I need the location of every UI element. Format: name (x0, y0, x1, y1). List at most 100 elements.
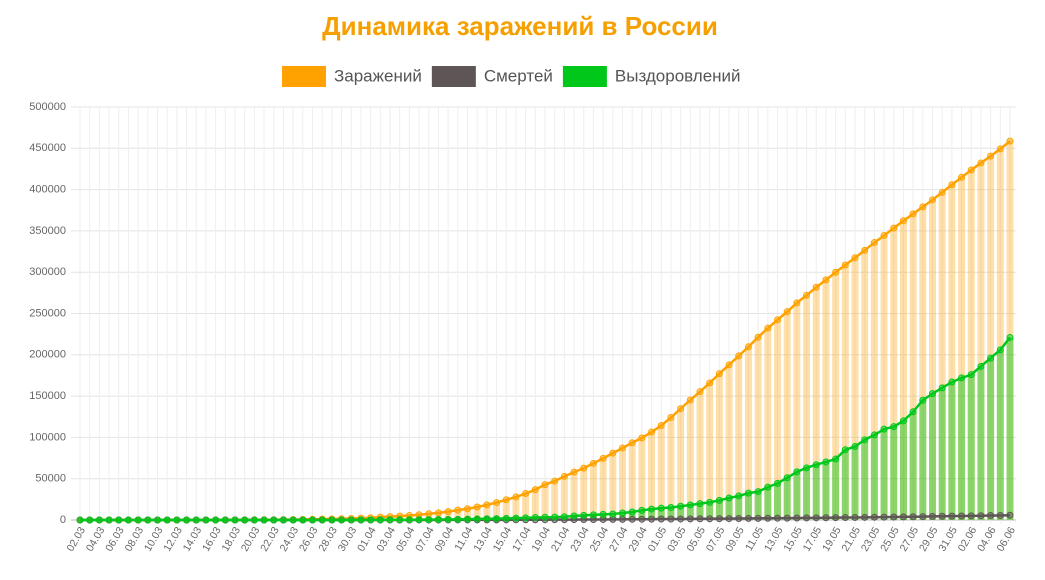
series-point (658, 516, 664, 522)
bar (861, 440, 868, 520)
y-tick-label: 400000 (29, 184, 66, 196)
series-point (116, 517, 122, 523)
series-point (968, 513, 974, 519)
x-tick-label: 30.03 (336, 525, 360, 554)
series-point (794, 300, 800, 306)
series-point (251, 517, 257, 523)
series-point (697, 516, 703, 522)
series-point (339, 517, 345, 523)
series-point (377, 517, 383, 523)
series-point (852, 255, 858, 261)
series-point (900, 514, 906, 520)
bar (609, 453, 616, 520)
series-point (707, 380, 713, 386)
series-point (542, 482, 548, 488)
series-point (164, 517, 170, 523)
x-tick-label: 25.05 (878, 525, 902, 554)
series-point (620, 445, 626, 451)
series-point (959, 375, 965, 381)
series-point (716, 497, 722, 503)
bar (968, 375, 975, 520)
series-point (881, 426, 887, 432)
series-point (649, 506, 655, 512)
x-tick-label: 23.04 (568, 525, 592, 554)
series-point (484, 516, 490, 522)
series-point (125, 517, 131, 523)
series-point (368, 517, 374, 523)
series-point (745, 344, 751, 350)
x-tick-label: 07.04 (413, 525, 437, 554)
x-tick-label: 31.05 (936, 525, 960, 554)
y-tick-label: 0 (60, 514, 66, 526)
series-point (745, 515, 751, 521)
bar (793, 472, 800, 520)
series-point (755, 489, 761, 495)
series-point (174, 517, 180, 523)
x-tick-label: 22.03 (258, 525, 282, 554)
x-tick-label: 15.05 (781, 525, 805, 554)
series-point (552, 514, 558, 520)
series-point (862, 437, 868, 443)
series-point (406, 517, 412, 523)
series-point (755, 515, 761, 521)
series-point (232, 517, 238, 523)
series-point (891, 514, 897, 520)
series-point (455, 516, 461, 522)
series-point (145, 517, 151, 523)
series-point (813, 284, 819, 290)
series-point (900, 418, 906, 424)
series-point (930, 197, 936, 203)
x-tick-label: 01.05 (646, 525, 670, 554)
series-point (581, 465, 587, 471)
series-point (77, 517, 83, 523)
x-tick-label: 17.05 (801, 525, 825, 554)
series-point (716, 516, 722, 522)
series-point (571, 513, 577, 519)
bar (881, 429, 888, 520)
x-tick-label: 06.06 (994, 525, 1018, 554)
series-point (891, 424, 897, 430)
series-point (804, 292, 810, 298)
x-tick-label: 04.06 (975, 525, 999, 554)
series-point (261, 517, 267, 523)
series-point (1007, 138, 1013, 144)
bar (842, 450, 849, 520)
bar (997, 350, 1004, 520)
x-tick-label: 09.05 (723, 525, 747, 554)
series-point (707, 516, 713, 522)
bar (619, 448, 626, 520)
bar (977, 366, 984, 520)
series-point (978, 160, 984, 166)
series-point (891, 225, 897, 231)
x-tick-label: 25.04 (588, 525, 612, 554)
bar (890, 427, 897, 520)
x-tick-label: 19.04 (529, 525, 553, 554)
series-point (474, 516, 480, 522)
x-tick-label: 13.04 (471, 525, 495, 554)
series-point (794, 469, 800, 475)
series-point (842, 515, 848, 521)
x-tick-label: 24.03 (278, 525, 302, 554)
series-point (900, 218, 906, 224)
series-point (997, 347, 1003, 353)
series-point (920, 397, 926, 403)
series-point (658, 422, 664, 428)
bar (919, 400, 926, 520)
y-tick-label: 250000 (29, 307, 66, 319)
series-point (687, 502, 693, 508)
series-point (590, 460, 596, 466)
series-point (494, 516, 500, 522)
series-point (213, 517, 219, 523)
series-point (503, 515, 509, 521)
series-point (135, 517, 141, 523)
series-point (862, 247, 868, 253)
series-point (300, 517, 306, 523)
series-point (426, 517, 432, 523)
series-point (716, 371, 722, 377)
series-point (687, 397, 693, 403)
x-tick-label: 18.03 (219, 525, 243, 554)
legend-label: Заражений (334, 66, 422, 85)
series-point (881, 232, 887, 238)
bar (774, 483, 781, 520)
series-point (416, 517, 422, 523)
